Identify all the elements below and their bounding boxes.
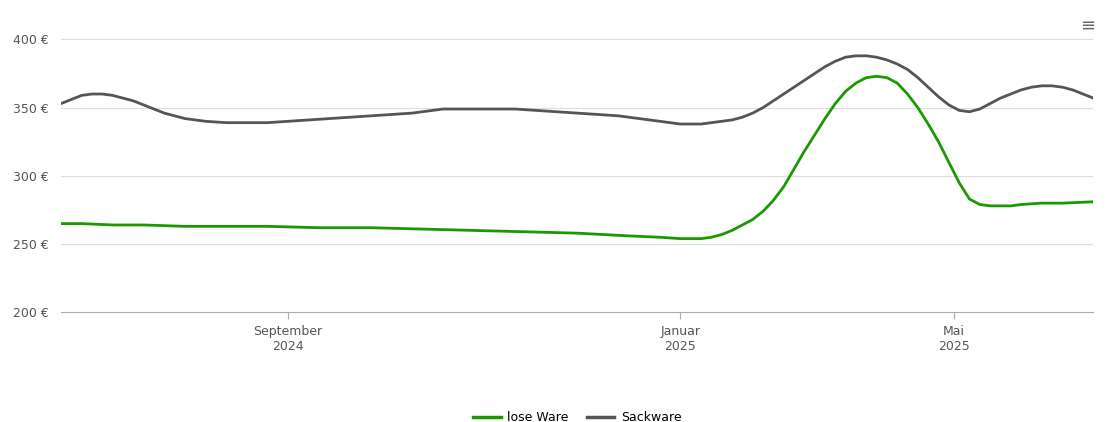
Text: ≡: ≡ — [1080, 17, 1096, 35]
Legend: lose Ware, Sackware: lose Ware, Sackware — [468, 406, 686, 422]
